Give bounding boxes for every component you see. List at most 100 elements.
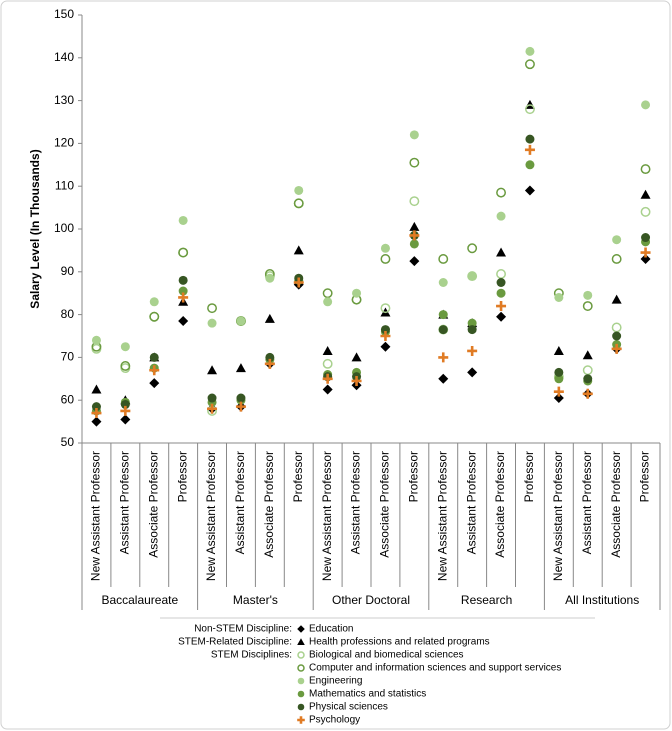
circle-marker bbox=[612, 235, 622, 245]
open-circle-marker bbox=[525, 104, 535, 115]
diamond-marker bbox=[120, 414, 131, 425]
triangle-marker bbox=[409, 221, 420, 231]
circle-marker bbox=[496, 211, 506, 221]
plus-marker bbox=[297, 716, 305, 724]
legend-label: Biological and biomedical sciences bbox=[309, 650, 464, 661]
open-circle-marker bbox=[120, 361, 131, 371]
legend-label: Psychology bbox=[309, 715, 360, 726]
x-tick-label: Associate Professor bbox=[493, 451, 507, 558]
circle-marker bbox=[149, 297, 159, 307]
plus-marker bbox=[178, 292, 189, 303]
y-tick-label: 140 bbox=[54, 50, 74, 64]
open-circle-marker bbox=[322, 358, 333, 369]
circle-marker bbox=[352, 288, 362, 298]
open-circle-marker bbox=[297, 664, 305, 672]
circle-marker bbox=[178, 286, 188, 296]
circle-marker bbox=[265, 352, 275, 362]
circle-marker bbox=[496, 278, 506, 287]
y-tick-label: 120 bbox=[54, 136, 74, 150]
y-axis-label: Salary Level (In Thousands) bbox=[28, 149, 42, 308]
diamond-marker bbox=[149, 378, 160, 389]
circle-marker bbox=[467, 318, 477, 328]
x-tick-label: New Assistant Professor bbox=[435, 451, 449, 581]
circle-marker bbox=[207, 393, 217, 403]
legend-label: Physical sciences bbox=[309, 702, 388, 713]
x-tick-label: Assistant Professor bbox=[349, 451, 363, 554]
plus-marker bbox=[611, 343, 622, 354]
legend-heading: STEM-Related Discipline: bbox=[178, 637, 292, 648]
open-circle-marker bbox=[640, 206, 651, 217]
x-tick-label: Associate Professor bbox=[378, 451, 392, 558]
triangle-marker bbox=[611, 294, 622, 304]
circle-marker bbox=[297, 703, 305, 711]
x-tick-label: Professor bbox=[522, 451, 536, 502]
circle-marker bbox=[149, 352, 159, 362]
circle-marker bbox=[554, 374, 564, 384]
diamond-marker bbox=[553, 393, 564, 404]
circle-marker bbox=[120, 399, 130, 409]
circle-marker bbox=[438, 278, 448, 287]
x-tick-label: New Assistant Professor bbox=[320, 451, 334, 581]
triangle-marker bbox=[496, 247, 507, 257]
open-circle-marker bbox=[293, 198, 304, 209]
circle-marker bbox=[91, 402, 101, 412]
plus-marker bbox=[120, 405, 131, 416]
plus-marker bbox=[149, 365, 160, 376]
circle-marker bbox=[178, 215, 188, 225]
plus-marker bbox=[322, 373, 333, 384]
group-label: Other Doctoral bbox=[332, 593, 410, 607]
x-tick-label: New Assistant Professor bbox=[204, 451, 218, 581]
x-tick-label: Assistant Professor bbox=[464, 451, 478, 554]
open-circle-marker bbox=[297, 651, 305, 659]
circle-marker bbox=[236, 316, 246, 326]
x-tick-label: Associate Professor bbox=[146, 451, 160, 558]
y-tick-label: 130 bbox=[54, 93, 74, 107]
circle-marker bbox=[409, 239, 419, 249]
circle-marker bbox=[554, 292, 564, 302]
plus-marker bbox=[640, 247, 651, 258]
group-label: Research bbox=[461, 593, 512, 607]
circle-marker bbox=[554, 367, 564, 377]
diamond-marker bbox=[178, 316, 189, 327]
circle-marker bbox=[612, 331, 622, 341]
circle-marker bbox=[583, 290, 593, 300]
open-circle-marker bbox=[178, 247, 189, 258]
open-circle-marker bbox=[207, 303, 218, 314]
circle-marker bbox=[525, 134, 535, 144]
open-circle-marker bbox=[409, 157, 420, 168]
y-tick-label: 70 bbox=[61, 350, 75, 364]
circle-marker bbox=[207, 318, 217, 328]
y-tick-label: 150 bbox=[54, 7, 74, 21]
circle-marker bbox=[236, 393, 246, 403]
circle-marker bbox=[294, 185, 304, 195]
plus-marker bbox=[438, 352, 449, 363]
circle-marker bbox=[641, 100, 651, 110]
triangle-marker bbox=[91, 384, 102, 394]
legend-heading: STEM Disciplines: bbox=[211, 650, 292, 661]
triangle-marker bbox=[553, 345, 564, 355]
circle-marker bbox=[297, 690, 305, 698]
plus-marker bbox=[351, 375, 362, 386]
circle-marker bbox=[641, 233, 651, 243]
open-circle-marker bbox=[640, 164, 651, 175]
diamond-marker bbox=[467, 367, 478, 378]
open-circle-marker bbox=[409, 196, 420, 207]
legend-label: Engineering bbox=[309, 676, 362, 687]
group-label: Baccalaureate bbox=[101, 593, 178, 607]
triangle-marker bbox=[293, 245, 304, 255]
group-label: Master's bbox=[233, 593, 278, 607]
x-tick-label: Professor bbox=[291, 451, 305, 502]
x-tick-label: Assistant Professor bbox=[233, 451, 247, 554]
circle-marker bbox=[380, 243, 390, 253]
plus-marker bbox=[293, 277, 304, 288]
open-circle-marker bbox=[467, 243, 478, 254]
triangle-marker bbox=[297, 638, 305, 646]
open-circle-marker bbox=[380, 303, 391, 314]
x-tick-label: Assistant Professor bbox=[580, 451, 594, 554]
circle-marker bbox=[525, 46, 535, 56]
diamond-marker bbox=[496, 311, 507, 322]
x-tick-label: Professor bbox=[175, 451, 189, 502]
circle-marker bbox=[467, 325, 477, 335]
